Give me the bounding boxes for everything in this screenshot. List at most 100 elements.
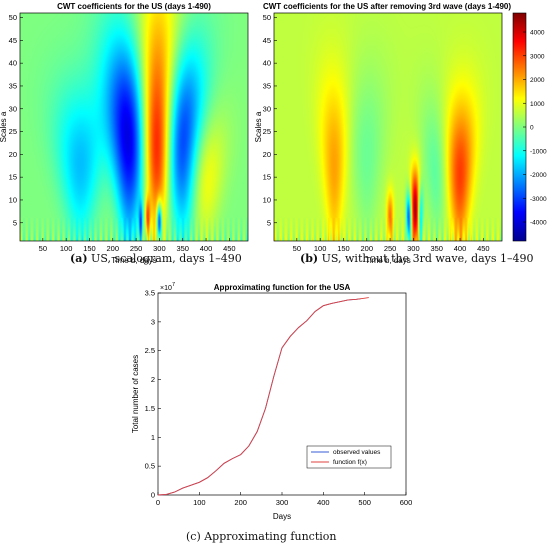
panel-c-axes: 0 100 200 300 400 500 600 0 0.5 1 1.5 2 2.5 3 3.5: [145, 289, 413, 508]
x-tick-label: 350: [176, 244, 189, 253]
x-tick-label: 200: [234, 498, 247, 507]
panel-b-axes: 50 100 150 200 250 300 350 400 450 5 10 15 20 25 30 35 4…: [263, 13, 490, 253]
colorbar-tick-label: 0: [530, 125, 534, 132]
panel-b-ylabel: Scales a: [254, 111, 263, 142]
x-tick-label: 500: [358, 498, 371, 507]
panel-c-title: Approximating function for the USA: [214, 283, 351, 292]
colorbar-tick-label: -4000: [530, 220, 547, 227]
panel-b-heatmap-holder: [274, 13, 502, 241]
legend-box: [306, 445, 392, 469]
y-tick-label: 35: [9, 81, 17, 90]
y-tick-label: 2: [151, 375, 155, 384]
colorbar-tick-label: -1000: [530, 148, 547, 155]
panel-c-exponent-power: 7: [172, 282, 175, 288]
y-tick-label: 30: [9, 104, 17, 113]
panel-c-exponent-base: ×10: [160, 285, 172, 292]
panel-c: Approximating function for the USA 0 100 2…: [131, 282, 412, 521]
y-tick-label: 2.5: [145, 346, 155, 355]
y-tick-label: 0: [151, 491, 155, 500]
x-tick-label: 100: [60, 244, 73, 253]
legend-label-function: function f(x): [333, 459, 367, 466]
y-tick-label: 15: [9, 173, 17, 182]
x-tick-label: 250: [130, 244, 143, 253]
y-tick-label: 45: [9, 36, 17, 45]
y-tick-label: 1: [151, 433, 155, 442]
caption-b-letter: (b): [300, 252, 319, 265]
x-tick-label: 50: [39, 244, 47, 253]
panel-b-title: CWT coefficients for the US after removi…: [263, 2, 511, 11]
y-tick-label: 0.5: [145, 462, 155, 471]
x-tick-label: 450: [223, 244, 236, 253]
panel-b: CWT coefficients for the US after removi…: [254, 2, 547, 265]
x-tick-label: 400: [454, 244, 467, 253]
caption-c-text: (c) Approximating function: [186, 530, 337, 543]
y-tick-label: 30: [263, 104, 271, 113]
colorbar-ticks: 4000 3000 2000 1000 0 -1000 -2000 -3000 -4000: [523, 30, 547, 227]
y-tick-label: 3.5: [145, 289, 155, 298]
y-tick-label: 20: [263, 150, 271, 159]
x-tick-label: 100: [314, 244, 327, 253]
colorbar-tick-label: 4000: [530, 30, 545, 37]
colorbar-tick-label: -3000: [530, 196, 547, 203]
x-tick-label: 300: [153, 244, 166, 253]
x-tick-label: 400: [317, 498, 330, 507]
y-tick-label: 50: [263, 13, 271, 22]
panel-c-lines: [157, 297, 369, 496]
x-tick-label: 0: [156, 498, 160, 507]
series-line-function-f-x-: [157, 297, 369, 496]
x-tick-label: 400: [200, 244, 213, 253]
colorbar-tick-label: -2000: [530, 172, 547, 179]
x-tick-label: 200: [107, 244, 120, 253]
caption-c: (c) Approximating function: [186, 530, 336, 543]
panel-a-title: CWT coefficients for the US (days 1-490): [57, 2, 211, 11]
y-tick-label: 20: [9, 150, 17, 159]
caption-a-text: US, scalogram, days 1–490: [87, 252, 242, 265]
legend-label-observed: observed values: [333, 449, 381, 456]
x-tick-label: 50: [293, 244, 301, 253]
y-tick-label: 1.5: [145, 404, 155, 413]
y-tick-label: 15: [263, 173, 271, 182]
caption-a: (a) US, scalogram, days 1–490: [70, 252, 242, 265]
panel-a-frame: [19, 12, 249, 242]
panel-a-heatmap-holder: [20, 13, 248, 241]
x-tick-label: 300: [276, 498, 289, 507]
panel-c-xlabel: Days: [273, 512, 291, 521]
y-tick-label: 40: [263, 59, 271, 68]
y-tick-label: 25: [9, 127, 17, 136]
x-tick-label: 450: [477, 244, 490, 253]
caption-a-letter: (a): [70, 252, 88, 265]
y-tick-label: 40: [9, 59, 17, 68]
colorbar-tick-label: 1000: [530, 101, 545, 108]
y-tick-label: 25: [263, 127, 271, 136]
y-tick-label: 35: [263, 81, 271, 90]
x-tick-label: 150: [83, 244, 96, 253]
y-tick-label: 50: [9, 13, 17, 22]
y-tick-label: 5: [267, 218, 271, 227]
x-tick-label: 200: [361, 244, 374, 253]
colorbar-tick-label: 2000: [530, 77, 545, 84]
panel-b-xlabel: Time b, days: [365, 256, 411, 265]
y-tick-label: 5: [13, 218, 17, 227]
panel-a-axes: 50 100 150 200 250 300 350 400 450 5 10 15 20 25 30 35 4…: [9, 13, 236, 253]
panel-a-xlabel: Time b, days: [111, 256, 157, 265]
panel-a: CWT coefficients for the US (days 1-490)…: [0, 2, 249, 265]
legend: observed values function f(x): [306, 445, 392, 469]
x-tick-label: 350: [430, 244, 443, 253]
panel-b-frame: [273, 12, 503, 242]
y-tick-label: 45: [263, 36, 271, 45]
y-tick-label: 10: [263, 195, 271, 204]
y-tick-label: 3: [151, 317, 155, 326]
caption-b-text: US, without the 3rd wave, days 1–490: [318, 252, 534, 265]
panel-b-heatmap: [274, 13, 502, 241]
x-tick-label: 150: [337, 244, 350, 253]
y-tick-label: 10: [9, 195, 17, 204]
caption-b: (b) US, without the 3rd wave, days 1–490: [300, 252, 534, 265]
x-tick-label: 600: [400, 498, 413, 507]
panel-a-ylabel: Scales a: [0, 111, 8, 142]
panel-a-heatmap: [20, 13, 248, 241]
colorbar-tick-label: 3000: [530, 53, 545, 60]
x-tick-label: 250: [384, 244, 397, 253]
panel-c-ylabel: Total number of cases: [131, 355, 140, 433]
x-tick-label: 300: [407, 244, 420, 253]
